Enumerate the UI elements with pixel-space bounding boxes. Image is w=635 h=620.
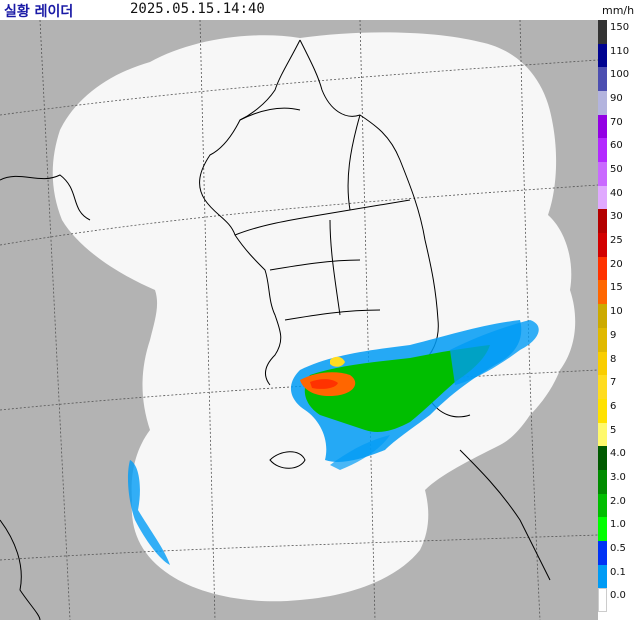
unit-label: mm/h [602,4,635,17]
legend-swatch [598,91,607,115]
legend-swatch [598,114,607,139]
coastlines [0,39,551,620]
legend-label: 1.0 [610,519,626,531]
legend-swatch [598,351,607,376]
legend-swatch [598,280,607,305]
radar-map[interactable] [0,20,598,620]
legend-label: 4.0 [610,448,626,460]
legend-row: 9 [598,327,635,352]
legend-row: 5 [598,422,635,447]
legend-row: 3.0 [598,469,635,494]
legend-label: 0.5 [610,542,626,554]
legend-swatch [598,446,607,470]
legend-row: 60 [598,138,635,163]
legend-label: 2.0 [610,495,626,507]
legend-row: 150 [598,20,635,44]
legend-label: 5 [610,424,617,436]
legend-row: 7 [598,375,635,399]
rain-band-south [330,435,390,470]
legend-row: 70 [598,114,635,139]
rain-band-east [450,320,539,385]
legend-swatch [598,469,607,494]
legend-swatch [598,327,607,352]
legend-swatch [598,185,607,210]
legend-row: 6 [598,398,635,423]
legend-label: 10 [610,306,623,318]
legend-label: 20 [610,258,623,270]
legend-row: 2.0 [598,493,635,518]
page-title: 실황 레이더 [4,4,74,20]
legend-swatch [598,375,607,399]
legend-row: 90 [598,91,635,115]
legend-label: 60 [610,140,623,152]
legend-swatch [598,588,607,612]
legend-label: 0.0 [610,590,626,602]
rain-cell-intense [310,379,338,389]
legend-row: 0.0 [598,588,635,612]
legend-swatch [598,209,607,234]
legend-swatch [598,564,607,589]
graticule [0,20,598,620]
legend-swatch [598,162,607,186]
legend-label: 70 [610,116,623,128]
legend-label: 110 [610,45,630,57]
legend-swatch [598,20,607,44]
radar-coverage-area [52,32,576,602]
legend-row: 20 [598,256,635,281]
legend-row: 1.0 [598,517,635,541]
legend-row: 100 [598,67,635,92]
legend-label: 9 [610,329,617,341]
legend-label: 6 [610,400,617,412]
legend-row: 110 [598,43,635,68]
timestamp: 2025.05.15.14:40 [130,1,265,17]
legend-label: 150 [610,22,630,33]
legend-label: 8 [610,353,617,365]
legend-label: 7 [610,377,617,389]
legend-label: 90 [610,93,623,105]
precipitation-echo [127,320,539,565]
legend-row: 40 [598,185,635,210]
legend-swatch [598,67,607,92]
legend-swatch [598,256,607,281]
legend-row: 8 [598,351,635,376]
legend-label: 40 [610,187,623,199]
legend: 150 110 100 90 70 60 50 40 30 25 20 15 10 9 8 7 6 5 4.0 3.0… [598,20,635,612]
rain-cell-moderate [304,345,490,433]
legend-row: 4.0 [598,446,635,470]
legend-row: 25 [598,233,635,257]
legend-swatch [598,43,607,68]
legend-swatch [598,304,607,328]
legend-swatch [598,233,607,257]
legend-label: 30 [610,211,623,223]
rain-cell-yellow [330,356,345,367]
rain-band-west [127,460,170,565]
legend-swatch [598,398,607,423]
legend-swatch [598,493,607,518]
legend-row: 10 [598,304,635,328]
legend-swatch [598,138,607,163]
legend-label: 50 [610,164,623,176]
legend-row: 30 [598,209,635,234]
legend-swatch [598,422,607,447]
legend-swatch [598,540,607,565]
header: 실황 레이더 2025.05.15.14:40 mm/h [0,0,635,20]
legend-label: 25 [610,235,623,247]
legend-swatch [598,517,607,541]
legend-label: 0.1 [610,566,626,578]
legend-label: 100 [610,69,630,81]
legend-label: 3.0 [610,471,626,483]
legend-row: 0.5 [598,540,635,565]
legend-row: 0.1 [598,564,635,589]
legend-label: 15 [610,282,623,294]
legend-row: 50 [598,162,635,186]
legend-row: 15 [598,280,635,305]
